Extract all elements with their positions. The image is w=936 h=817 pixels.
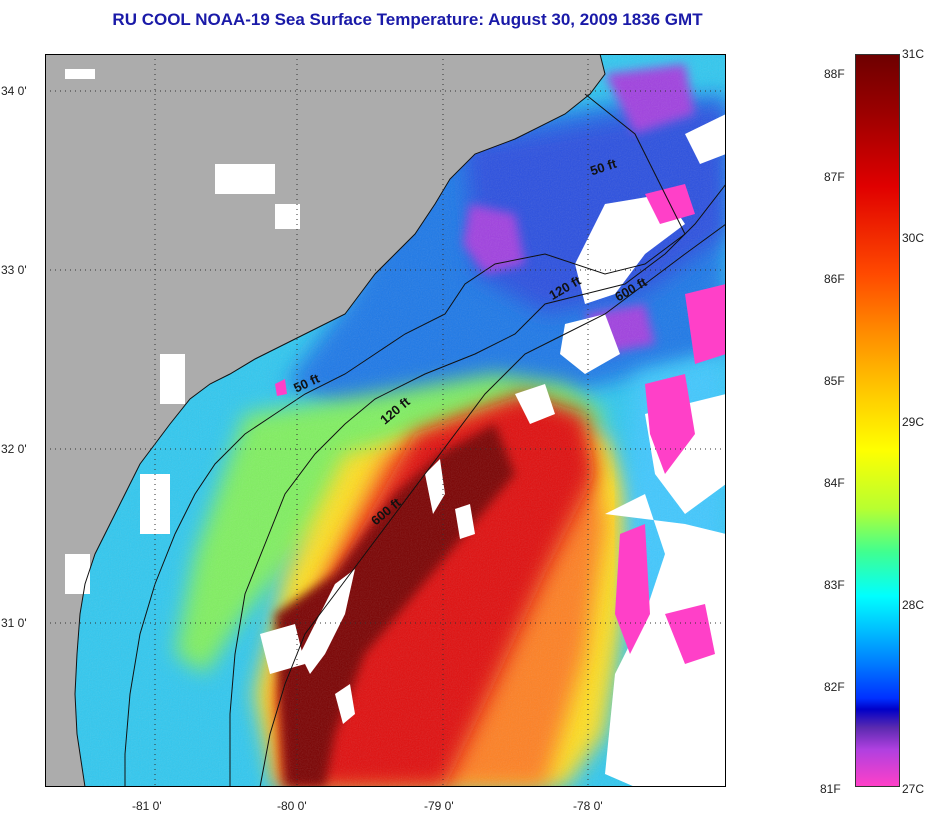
legend-f-86: 86F bbox=[824, 272, 845, 286]
depth-contours bbox=[124, 93, 726, 787]
contour-600ft bbox=[259, 223, 726, 787]
cloud-patch bbox=[515, 384, 555, 424]
legend-f-87: 87F bbox=[824, 170, 845, 184]
cloud-patch bbox=[455, 504, 475, 539]
map-title: RU COOL NOAA-19 Sea Surface Temperature:… bbox=[112, 10, 703, 29]
cloud-patch bbox=[300, 569, 355, 674]
legend-f-85: 85F bbox=[824, 374, 845, 388]
legend-c-29: 29C bbox=[902, 415, 925, 429]
cloud-patch bbox=[335, 684, 355, 724]
legend-c-28: 28C bbox=[902, 598, 925, 612]
cloud-patch bbox=[425, 459, 445, 514]
legend-f-82: 82F bbox=[824, 680, 845, 694]
cloud-patch bbox=[685, 114, 726, 164]
legend-f-88: 88F bbox=[824, 67, 845, 81]
lat-label-31: 31 0' bbox=[1, 616, 27, 630]
legend-c-27: 27C bbox=[902, 782, 925, 796]
land-mass bbox=[45, 54, 605, 787]
legend-f-84: 84F bbox=[824, 476, 845, 490]
cloud-patch bbox=[605, 494, 726, 787]
lat-label-33: 33 0' bbox=[1, 263, 27, 277]
lon-label-78: -78 0' bbox=[573, 799, 603, 813]
temperature-color-scale bbox=[855, 54, 900, 787]
sea-surface-temperature-map: 50 ft 50 ft 120 ft 120 ft 600 ft 600 ft bbox=[45, 54, 726, 787]
legend-f-83: 83F bbox=[824, 578, 845, 592]
coastline bbox=[74, 54, 606, 787]
legend-c-31: 31C bbox=[902, 47, 925, 61]
lat-lon-grid bbox=[45, 54, 726, 787]
lon-label-79: -79 0' bbox=[424, 799, 454, 813]
cloud-patch bbox=[575, 194, 685, 304]
lon-label-81: -81 0' bbox=[132, 799, 162, 813]
magenta-patches bbox=[275, 184, 726, 664]
legend-f-81: 81F bbox=[820, 782, 841, 796]
legend-c-30: 30C bbox=[902, 231, 925, 245]
contour-120ft bbox=[229, 183, 726, 787]
lon-label-80: -80 0' bbox=[277, 799, 307, 813]
contour-50ft bbox=[124, 93, 686, 787]
lat-label-34: 34 0' bbox=[1, 84, 27, 98]
lat-label-32: 32 0' bbox=[1, 442, 27, 456]
